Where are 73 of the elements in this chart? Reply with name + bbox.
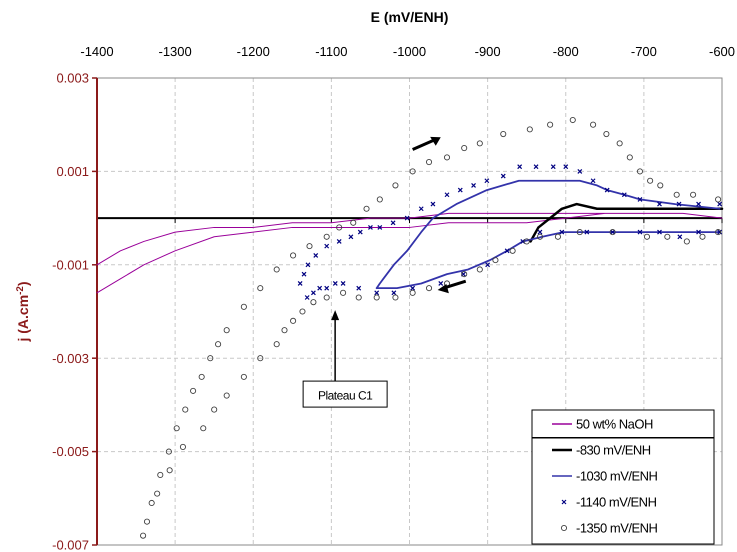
point	[410, 286, 416, 291]
point	[458, 187, 463, 193]
point	[336, 238, 342, 244]
point	[356, 286, 362, 291]
point	[368, 224, 374, 230]
point	[533, 164, 539, 170]
point	[438, 280, 444, 286]
point	[504, 248, 510, 254]
legend-label: 50 wt% NaOH	[576, 416, 653, 432]
x-tick-label: -1400	[80, 44, 114, 59]
legend-label: -1140 mV/ENH	[576, 494, 657, 510]
point	[696, 201, 702, 207]
point	[430, 201, 436, 207]
y-tick-label: -0.001	[52, 257, 89, 272]
point	[340, 280, 346, 286]
point	[517, 164, 522, 170]
point	[637, 230, 643, 235]
y-tick-label: 0.001	[56, 164, 89, 179]
x-tick-label: -800	[552, 44, 579, 59]
point	[537, 230, 543, 235]
point	[590, 178, 596, 184]
point	[604, 187, 610, 193]
point	[484, 178, 490, 184]
x-tick-label: -1300	[158, 44, 192, 59]
point	[332, 280, 338, 286]
point	[550, 164, 556, 170]
point	[377, 224, 382, 230]
point	[656, 201, 662, 207]
point	[358, 230, 363, 235]
point	[444, 192, 450, 198]
y-tick-label: 0.003	[56, 70, 89, 86]
point	[298, 280, 303, 286]
point	[301, 272, 307, 277]
point	[577, 168, 582, 174]
point	[559, 230, 564, 235]
point	[348, 234, 354, 240]
point	[584, 230, 590, 235]
x-tick-label: -1100	[315, 44, 348, 59]
y-tick-label: -0.007	[52, 538, 89, 552]
point	[391, 290, 396, 296]
legend-label: -1350 mV/ENH	[576, 520, 658, 536]
point	[485, 262, 490, 268]
x-tick-label: -1200	[236, 44, 270, 59]
point	[677, 234, 682, 240]
legend-label: -1030 mV/ENH	[576, 468, 658, 484]
point	[470, 182, 476, 188]
point	[310, 290, 316, 296]
x-axis-title: E (mV/ENH)	[370, 9, 448, 25]
legend-label: -830 mV/ENH	[576, 442, 651, 458]
x-tick-label: -1000	[392, 44, 426, 59]
point	[418, 206, 424, 212]
point	[404, 216, 410, 221]
x-tick-label: -600	[708, 44, 736, 59]
y-tick-label: -0.005	[52, 444, 89, 460]
point	[696, 230, 702, 235]
point	[520, 238, 526, 244]
point	[563, 164, 568, 170]
point	[324, 244, 330, 249]
x-tick-label: -700	[630, 44, 657, 59]
point	[500, 173, 506, 179]
y-tick-label: -0.003	[52, 350, 89, 366]
x-tick-label: -900	[474, 44, 501, 59]
point	[656, 230, 662, 235]
point	[374, 290, 380, 296]
point	[305, 262, 311, 268]
annotation: Plateau C1	[318, 388, 374, 402]
point	[390, 220, 396, 226]
point	[637, 196, 643, 202]
point	[676, 201, 682, 207]
point	[313, 252, 318, 258]
point	[717, 201, 722, 207]
point	[622, 192, 627, 198]
point	[304, 294, 310, 300]
